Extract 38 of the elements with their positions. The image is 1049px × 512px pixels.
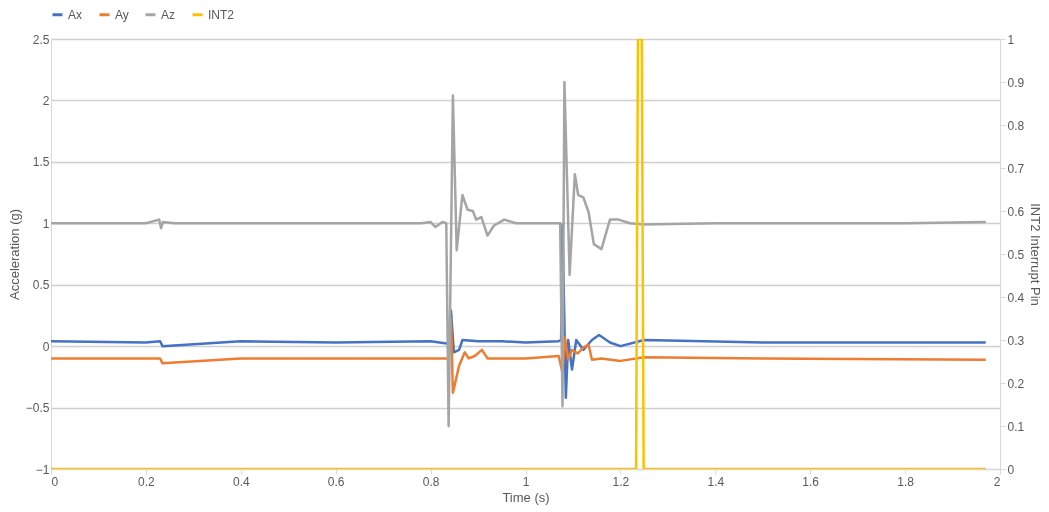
x-tick-label: 2 — [993, 474, 1001, 489]
y-tick-label: −1 — [35, 462, 50, 477]
x-tick-label: 0.4 — [232, 474, 250, 489]
y-tick-label: 0 — [42, 339, 50, 354]
x-tick-label: 1.6 — [802, 474, 820, 489]
y2-tick-label: 0.1 — [1007, 419, 1025, 434]
legend-label: INT2 — [208, 7, 235, 22]
x-tick-label: 1.8 — [897, 474, 915, 489]
x-tick-label: 0.8 — [422, 474, 440, 489]
y-tick-label: 1 — [42, 216, 50, 231]
y2-tick-label: 0.5 — [1007, 247, 1025, 262]
y2-tick-label: 0.4 — [1007, 290, 1025, 305]
y2-tick-label: 0.7 — [1007, 161, 1025, 176]
x-tick-label: 1 — [522, 474, 530, 489]
y2-tick-label: 1 — [1007, 32, 1015, 47]
x-axis-title: Time (s) — [502, 489, 550, 505]
legend-label: Az — [161, 7, 176, 22]
x-tick-label: 0.6 — [327, 474, 345, 489]
legend-label: Ax — [68, 7, 83, 22]
y2-tick-label: 0.3 — [1007, 333, 1025, 348]
y-tick-label: 0.5 — [32, 278, 50, 293]
x-tick-label: 1.2 — [612, 474, 630, 489]
line-series — [51, 80, 988, 428]
line-series — [51, 317, 988, 395]
legend-label: Ay — [115, 7, 129, 22]
y-tick-label: 2 — [42, 93, 50, 108]
x-tick-label: 1.4 — [707, 474, 725, 489]
y2-axis-title: INT2 Interrupt Pin — [1028, 203, 1044, 306]
y2-tick-label: 0.6 — [1007, 204, 1025, 219]
y2-tick-label: 0.8 — [1007, 118, 1025, 133]
y-axis-title: Acceleration (g) — [6, 208, 22, 301]
y-tick-label: −0.5 — [25, 401, 50, 416]
y2-tick-label: 0.2 — [1007, 376, 1025, 391]
y2-tick-label: 0.9 — [1007, 75, 1025, 90]
y2-tick-label: 0 — [1007, 462, 1015, 477]
x-tick-label: 0.2 — [138, 474, 156, 489]
y-tick-label: 1.5 — [32, 155, 50, 170]
y-tick-label: 2.5 — [32, 32, 50, 47]
